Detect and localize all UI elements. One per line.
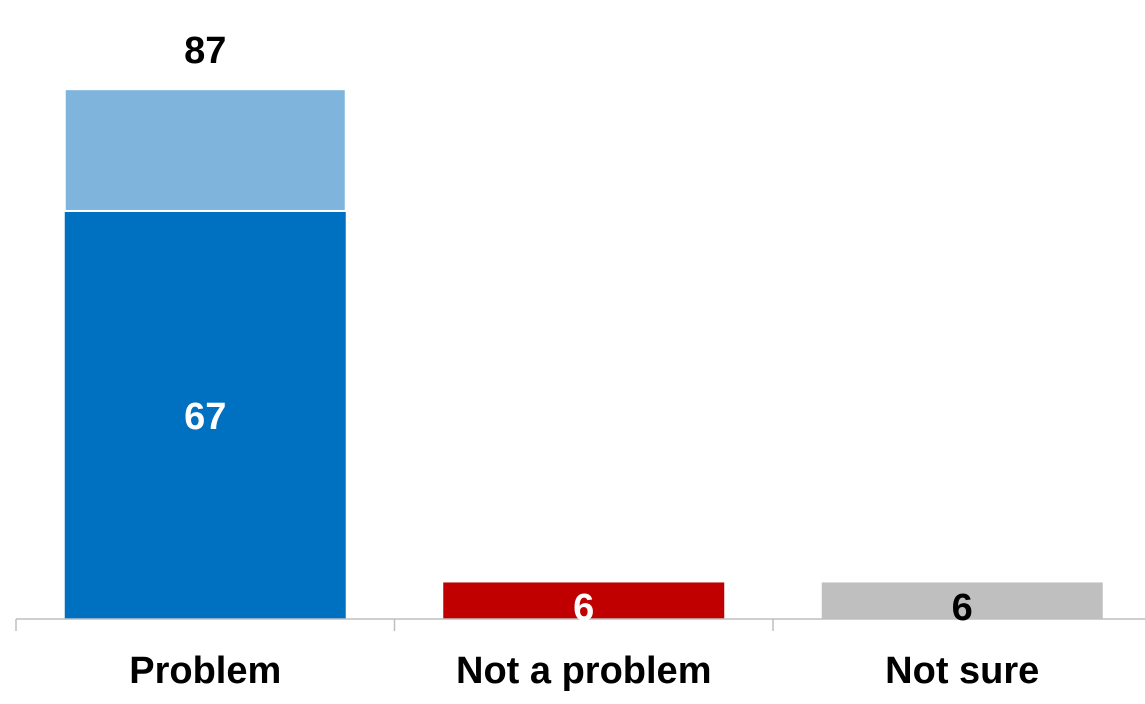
labels-layer: 67 87 Problem 6 Not a problem 6 Not sure <box>129 30 1039 692</box>
data-label-problem: 67 <box>184 396 226 438</box>
x-axis <box>15 618 1145 631</box>
bar-not-sure-segment-1 <box>821 582 1103 619</box>
data-label-not-sure: 6 <box>952 587 973 629</box>
total-label-problem: 87 <box>184 30 226 72</box>
bar-problem-segment-1 <box>64 210 346 619</box>
category-label-not-a-problem: Not a problem <box>456 650 711 692</box>
bar-problem-segment-2 <box>63 88 347 212</box>
category-label-problem: Problem <box>129 650 281 692</box>
category-label-not-sure: Not sure <box>885 650 1039 692</box>
data-label-not-a-problem: 6 <box>573 587 594 629</box>
bar-not-a-problem-segment-1 <box>443 582 725 619</box>
bars-layer <box>63 88 1103 619</box>
